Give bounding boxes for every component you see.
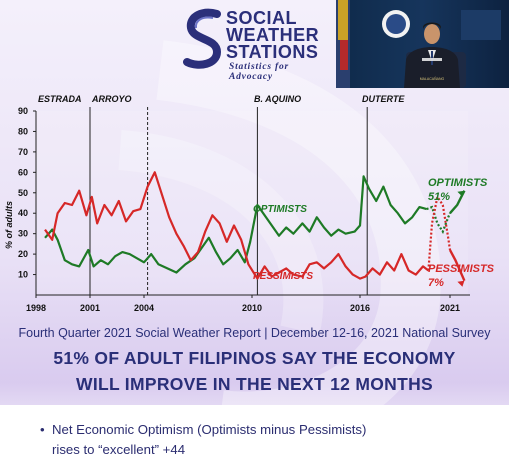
- bullet-item: • Net Economic Optimism (Optimists minus…: [40, 420, 472, 460]
- series-recent-line-pessimists: [448, 249, 466, 282]
- x-tick-label: 2016: [350, 303, 370, 313]
- y-axis-label: % of adults: [4, 201, 14, 249]
- logo-text-stations: STATIONS: [226, 42, 319, 62]
- y-tick-label: 30: [18, 229, 28, 239]
- pessimists-inline-label: PESSIMISTS: [253, 271, 313, 282]
- bullet-dot-icon: •: [40, 422, 45, 437]
- series-pandemic-line-optimists: [426, 205, 452, 235]
- bullet-text-line-2: rises to “excellent” +44: [52, 442, 186, 457]
- y-tick-label: 20: [18, 249, 28, 259]
- headline-line-2: WILL IMPROVE IN THE NEXT 12 MONTHS: [76, 374, 433, 394]
- x-tick-label: 2001: [80, 303, 100, 313]
- series-arrow-optimists: [457, 190, 465, 197]
- x-tick-label: 1998: [26, 303, 46, 313]
- x-ticks: 1998 2001 2004 2010 2016 2021: [26, 295, 460, 313]
- pessimists-end-label: PESSIMISTS: [428, 263, 495, 275]
- y-tick-label: 60: [18, 167, 28, 177]
- era-label: DUTERTE: [362, 94, 405, 104]
- report-subtitle: Fourth Quarter 2021 Social Weather Repor…: [18, 326, 491, 340]
- economic-optimism-chart: % of adults 10 20 30 40 50 60 70 80 90 1998 2001 2…: [4, 94, 495, 313]
- logo-tagline: Statistics for Advocacy: [229, 62, 290, 82]
- era-label: ESTRADA: [38, 94, 82, 104]
- series-arrow-pessimists: [457, 280, 465, 287]
- video-inset: MALACAÑANG: [336, 0, 509, 88]
- bullet-text-line-1: Net Economic Optimism (Optimists minus P…: [52, 422, 367, 437]
- y-tick-label: 90: [18, 106, 28, 116]
- y-ticks: 10 20 30 40 50 60 70 80 90: [18, 106, 36, 280]
- bullet-panel: [0, 405, 509, 467]
- headline-line-1: 51% OF ADULT FILIPINOS SAY THE ECONOMY: [53, 348, 456, 368]
- optimists-inline-label: OPTIMISTS: [253, 204, 307, 215]
- logo-text-weather: WEATHER: [226, 25, 320, 45]
- series-line-optimists: [44, 175, 427, 274]
- logo-text-social: SOCIAL: [226, 8, 298, 28]
- series-lines: [44, 171, 466, 287]
- era-label: ARROYO: [91, 94, 132, 104]
- optimists-end-value: 51%: [428, 191, 450, 203]
- series-labels: OPTIMISTS PESSIMISTS OPTIMISTS 51% PESSIMIST…: [253, 177, 495, 289]
- x-tick-label: 2004: [134, 303, 154, 313]
- series-line-pessimists: [44, 171, 430, 280]
- speaker-video-icon: MALACAÑANG: [336, 0, 509, 88]
- plot-area: [36, 111, 468, 295]
- era-label: B. AQUINO: [254, 94, 301, 104]
- y-tick-label: 80: [18, 126, 28, 136]
- optimists-end-label: OPTIMISTS: [428, 177, 488, 189]
- y-tick-label: 70: [18, 147, 28, 157]
- x-tick-label: 2010: [242, 303, 262, 313]
- y-tick-label: 50: [18, 188, 28, 198]
- sws-logo: SOCIAL WEATHER STATIONS Statistics for A…: [183, 6, 333, 82]
- era-dividers: ESTRADA ARROYO B. AQUINO DUTERTE: [38, 94, 405, 295]
- pessimists-end-value: 7%: [428, 277, 444, 289]
- y-tick-label: 40: [18, 208, 28, 218]
- sws-s-mark-icon: [183, 8, 222, 69]
- x-tick-label: 2021: [440, 303, 460, 313]
- y-tick-label: 10: [18, 270, 28, 280]
- podium-text: MALACAÑANG: [420, 76, 445, 81]
